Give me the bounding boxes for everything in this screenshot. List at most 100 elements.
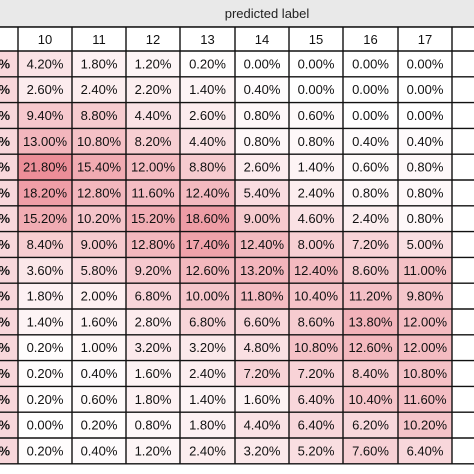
cell-value: 0.00% bbox=[352, 56, 389, 71]
matrix-cell bbox=[0, 51, 18, 77]
matrix-cell bbox=[72, 128, 126, 155]
cell-value: 7.20% bbox=[298, 366, 335, 381]
matrix-cell bbox=[343, 257, 398, 284]
matrix-cell bbox=[0, 154, 18, 180]
matrix-cell bbox=[398, 51, 452, 77]
matrix-cell bbox=[18, 154, 72, 180]
cell-value: 0.40% bbox=[407, 134, 444, 149]
matrix-cell bbox=[0, 76, 18, 103]
cell-value: 4.40% bbox=[135, 108, 172, 123]
matrix-cell bbox=[452, 438, 474, 464]
cell-value: 1.80% bbox=[81, 56, 118, 71]
cell-value: 12.80% bbox=[131, 237, 176, 252]
matrix-cell bbox=[18, 309, 72, 335]
cell-value: 12.00% bbox=[403, 314, 448, 329]
cell-value: 0.00% bbox=[27, 418, 64, 433]
matrix-cell bbox=[126, 102, 180, 129]
matrix-cell bbox=[180, 102, 235, 129]
cell-value: 10.80% bbox=[294, 340, 339, 355]
matrix-cell bbox=[343, 76, 398, 103]
matrix-cell bbox=[0, 283, 18, 309]
matrix-cell bbox=[289, 257, 343, 284]
cell-value: 13.20% bbox=[240, 263, 285, 278]
matrix-cell bbox=[126, 283, 180, 309]
cell-value: 15.40% bbox=[77, 160, 122, 175]
matrix-cell bbox=[126, 154, 180, 180]
matrix-cell bbox=[72, 180, 126, 206]
matrix-cell bbox=[180, 76, 235, 103]
cell-value: 4.40% bbox=[189, 134, 226, 149]
matrix-cell bbox=[72, 334, 126, 361]
cell-value: % bbox=[0, 340, 10, 355]
cell-value: 0.80% bbox=[407, 185, 444, 200]
cell-value: 10.20% bbox=[403, 418, 448, 433]
matrix-cell bbox=[72, 154, 126, 180]
matrix-cell bbox=[18, 76, 72, 103]
matrix-cell bbox=[235, 309, 289, 335]
matrix-cell bbox=[452, 334, 474, 361]
cell-value: 8.80% bbox=[81, 108, 118, 123]
cell-value: 11.20% bbox=[349, 289, 393, 304]
cell-value: 9.00% bbox=[81, 237, 118, 252]
matrix-cell bbox=[180, 438, 235, 464]
matrix-cell bbox=[235, 283, 289, 309]
matrix-cell bbox=[72, 309, 126, 335]
matrix-cell bbox=[398, 180, 452, 206]
cell-value: 1.40% bbox=[189, 82, 226, 97]
matrix-cell bbox=[452, 102, 474, 129]
matrix-cell bbox=[289, 102, 343, 129]
matrix-cell bbox=[72, 438, 126, 464]
column-header-cell bbox=[289, 27, 343, 51]
cell-value: 8.20% bbox=[135, 134, 172, 149]
matrix-cell bbox=[180, 412, 235, 438]
cell-value: 0.00% bbox=[352, 108, 389, 123]
matrix-cell bbox=[18, 180, 72, 206]
column-header-cell bbox=[343, 27, 398, 51]
column-header-label: 15 bbox=[309, 32, 323, 47]
cell-value: 0.00% bbox=[298, 82, 335, 97]
cell-value: % bbox=[0, 160, 10, 175]
cell-value: 1.80% bbox=[27, 289, 64, 304]
matrix-cell bbox=[289, 205, 343, 232]
cell-value: 5.80% bbox=[81, 263, 118, 278]
cell-value: 1.40% bbox=[189, 392, 226, 407]
matrix-cell bbox=[18, 360, 72, 387]
matrix-cell bbox=[289, 386, 343, 413]
matrix-cell bbox=[235, 438, 289, 464]
cell-value: 0.40% bbox=[81, 366, 118, 381]
matrix-cell bbox=[0, 412, 18, 438]
matrix-cell bbox=[180, 205, 235, 232]
matrix-cell bbox=[289, 231, 343, 258]
matrix-cell bbox=[235, 360, 289, 387]
matrix-cell bbox=[18, 51, 72, 77]
cell-value: 0.80% bbox=[407, 160, 444, 175]
cell-value: 2.80% bbox=[135, 314, 172, 329]
cell-value: 6.80% bbox=[135, 289, 172, 304]
matrix-cell bbox=[452, 180, 474, 206]
matrix-cell bbox=[235, 76, 289, 103]
cell-value: 8.40% bbox=[27, 237, 64, 252]
cell-value: 13.80% bbox=[348, 314, 393, 329]
cell-value: 6.60% bbox=[244, 314, 281, 329]
cell-value: 0.00% bbox=[407, 56, 444, 71]
matrix-cell bbox=[72, 386, 126, 413]
cell-value: 2.40% bbox=[298, 185, 335, 200]
cell-value: 0.40% bbox=[81, 443, 118, 458]
matrix-cell bbox=[0, 360, 18, 387]
matrix-cell bbox=[126, 205, 180, 232]
cell-value: 15.20% bbox=[23, 211, 68, 226]
matrix-cell bbox=[343, 386, 398, 413]
cell-value: 0.80% bbox=[407, 211, 444, 226]
matrix-cell bbox=[398, 102, 452, 129]
matrix-cell bbox=[18, 386, 72, 413]
cell-value: 0.80% bbox=[352, 185, 389, 200]
matrix-cell bbox=[289, 283, 343, 309]
matrix-cell bbox=[180, 231, 235, 258]
matrix-cell bbox=[235, 154, 289, 180]
matrix-cell bbox=[289, 438, 343, 464]
matrix-cell bbox=[126, 438, 180, 464]
matrix-cell bbox=[235, 102, 289, 129]
matrix-cell bbox=[343, 438, 398, 464]
matrix-cell bbox=[18, 205, 72, 232]
matrix-cell bbox=[289, 51, 343, 77]
